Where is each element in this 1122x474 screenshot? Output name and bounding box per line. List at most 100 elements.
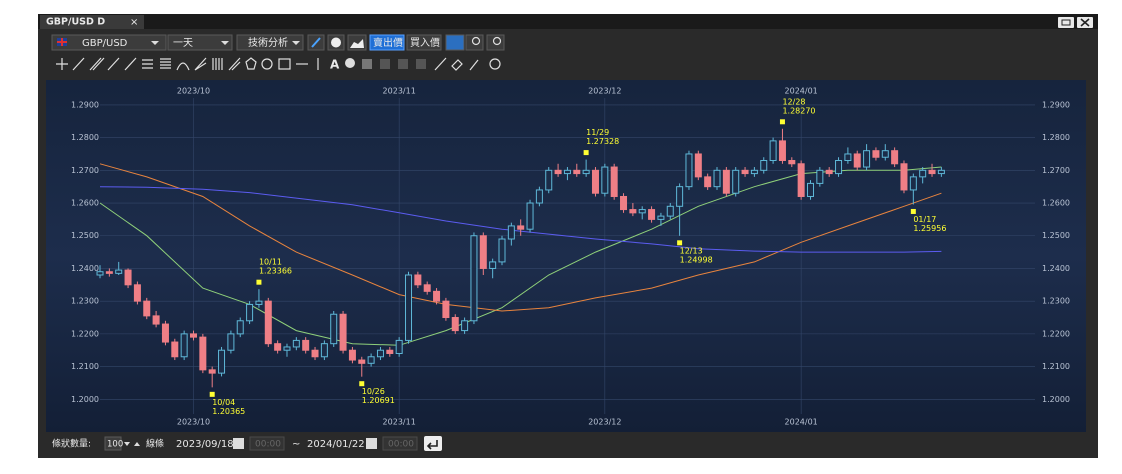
tool-pencil[interactable] — [124, 57, 137, 71]
candle-body — [274, 343, 282, 351]
candle-body — [872, 150, 880, 158]
candle-body — [732, 169, 740, 194]
candle-body — [713, 169, 721, 188]
x-tick-label-bottom: 2023/10 — [177, 418, 210, 427]
tool-settings[interactable] — [469, 59, 479, 71]
tool-ray[interactable] — [107, 57, 120, 71]
period-select[interactable] — [167, 34, 233, 51]
candle-body — [246, 303, 254, 322]
candle-body — [601, 166, 609, 194]
y-tick-label-right: 1.2300 — [1042, 297, 1070, 306]
sell: 賣出價 — [373, 36, 403, 49]
analysis-select[interactable] — [236, 34, 304, 51]
tool-fan[interactable] — [194, 57, 207, 71]
count-down[interactable] — [124, 442, 130, 446]
lines-label: 線條 — [146, 438, 164, 450]
candle-body — [461, 320, 469, 332]
extreme-marker — [256, 279, 262, 285]
candle-body — [722, 169, 730, 194]
symbol-select[interactable] — [51, 34, 167, 51]
candle-body — [236, 320, 244, 335]
tab-close[interactable]: × — [130, 17, 138, 28]
extreme-marker — [779, 119, 785, 125]
tool-vlines[interactable] — [212, 58, 223, 70]
candle-body — [255, 300, 263, 305]
candle-body — [750, 169, 758, 175]
tool-line[interactable] — [72, 57, 85, 71]
ma-line — [99, 166, 942, 346]
from-time: 00:00 — [255, 440, 281, 450]
maximize-button[interactable] — [1058, 17, 1074, 28]
candle-body — [760, 160, 768, 171]
extreme-marker — [583, 150, 589, 156]
y-tick-label-right: 1.2700 — [1042, 166, 1070, 175]
tool-magnet[interactable] — [489, 58, 501, 70]
extreme-value: 1.24998 — [680, 255, 713, 264]
tab[interactable] — [40, 15, 144, 29]
candle-body — [563, 169, 571, 175]
tool-crosshair[interactable] — [56, 58, 68, 70]
from-calendar[interactable] — [233, 438, 244, 449]
candle-body — [152, 315, 160, 325]
candle-body — [433, 290, 441, 302]
tool-d[interactable] — [416, 59, 426, 69]
to-calendar[interactable] — [366, 438, 377, 449]
buy-button[interactable] — [406, 34, 442, 51]
tool-a[interactable] — [362, 59, 372, 69]
candle-body — [283, 346, 291, 351]
candle-body — [900, 163, 908, 191]
tool-fib[interactable] — [160, 58, 171, 69]
flag-uk-cross — [57, 38, 67, 46]
extreme-marker — [359, 381, 365, 387]
analysis: 技術分析 — [248, 36, 288, 49]
candle-body — [208, 369, 216, 374]
count-box[interactable] — [104, 436, 122, 451]
tool-rect[interactable] — [278, 58, 291, 70]
extreme-value: 1.23366 — [259, 267, 292, 276]
tool-pitchfork[interactable] — [228, 57, 241, 71]
candle-body — [648, 209, 656, 220]
candle-body — [554, 169, 562, 175]
tool-b[interactable] — [380, 59, 390, 69]
sell-button[interactable] — [369, 34, 405, 51]
candle-body — [227, 333, 235, 351]
extreme-value: 1.20365 — [212, 407, 245, 416]
extreme-marker — [209, 391, 215, 397]
pen-icon — [311, 37, 321, 48]
candle-body — [835, 160, 843, 175]
apply-button[interactable] — [424, 436, 442, 451]
tool-c[interactable] — [398, 59, 408, 69]
tool-channel[interactable] — [89, 57, 105, 71]
tool-brush[interactable] — [434, 57, 447, 71]
tool-circle[interactable] — [261, 58, 273, 70]
candle-body — [863, 150, 871, 168]
y-tick-label: 1.2800 — [71, 133, 99, 142]
close-icon — [1080, 18, 1090, 27]
candle-body — [451, 317, 459, 332]
y-tick-label: 1.2200 — [71, 329, 99, 338]
candle-body — [676, 186, 684, 207]
from-time-box[interactable] — [249, 436, 285, 451]
tool-hlines[interactable] — [142, 59, 153, 69]
candle-body — [124, 269, 132, 286]
candle-body — [919, 169, 927, 178]
count-up[interactable] — [134, 442, 140, 446]
candle-body — [694, 153, 702, 178]
extreme-date: 12/13 — [680, 246, 703, 255]
candle-body — [517, 225, 525, 230]
tool-polygon[interactable] — [245, 57, 257, 70]
candle-body — [115, 269, 123, 274]
chart-button[interactable] — [445, 34, 465, 51]
candle-body — [806, 182, 814, 197]
tool-eraser[interactable] — [451, 59, 463, 71]
apply-icon — [426, 440, 438, 450]
to-time-box[interactable] — [382, 436, 418, 451]
candle-body — [844, 153, 852, 162]
candle-body — [891, 150, 899, 165]
tool-arc[interactable] — [176, 62, 190, 71]
candle-body — [769, 140, 777, 162]
tool-icon[interactable] — [345, 58, 355, 68]
tool-text-icon[interactable]: A — [330, 58, 340, 72]
to-date: 2024/01/22 — [307, 439, 365, 450]
candle-body — [526, 202, 534, 230]
